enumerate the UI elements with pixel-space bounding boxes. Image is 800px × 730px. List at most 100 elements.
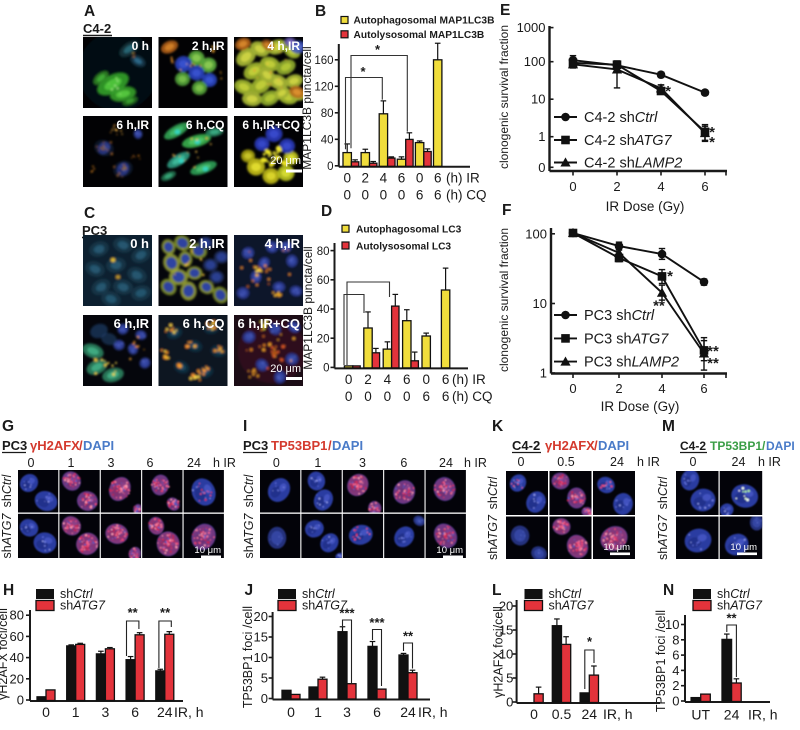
svg-text:6: 6 — [422, 389, 430, 404]
svg-text:J: J — [245, 582, 254, 599]
svg-text:24: 24 — [610, 455, 624, 469]
svg-text:shATG7: shATG7 — [717, 599, 763, 613]
svg-text:**: ** — [403, 629, 414, 644]
svg-text:0 h: 0 h — [130, 236, 149, 251]
svg-text:20 μm: 20 μm — [270, 363, 301, 375]
svg-text:PC3: PC3 — [2, 438, 27, 453]
svg-text:γH2AFX foci/cell: γH2AFX foci/cell — [492, 606, 506, 698]
svg-text:shCtrl: shCtrl — [717, 587, 751, 601]
svg-text:C4-2 shLAMP2: C4-2 shLAMP2 — [584, 156, 682, 172]
svg-text:C4-2 shATG7: C4-2 shATG7 — [584, 133, 673, 149]
svg-text:6 h,IR+CQ: 6 h,IR+CQ — [242, 118, 300, 132]
svg-text:24: 24 — [439, 456, 453, 470]
svg-text:10: 10 — [254, 650, 268, 665]
svg-text:20: 20 — [317, 333, 330, 345]
svg-text:PC3 shCtrl: PC3 shCtrl — [584, 308, 655, 324]
svg-text:0: 0 — [327, 161, 333, 173]
svg-text:40: 40 — [10, 650, 24, 665]
svg-text:B: B — [315, 3, 326, 20]
svg-text:60: 60 — [317, 275, 330, 287]
svg-text:0: 0 — [273, 456, 280, 470]
svg-text:15: 15 — [499, 623, 513, 638]
svg-text:6: 6 — [416, 188, 424, 203]
svg-text:*: * — [667, 268, 673, 285]
svg-text:0: 0 — [343, 171, 351, 186]
svg-text:L: L — [492, 582, 501, 599]
svg-text:shCtrl: shCtrl — [302, 587, 336, 601]
svg-text:Autophagosomal LC3: Autophagosomal LC3 — [356, 224, 462, 235]
svg-text:PC3: PC3 — [82, 223, 107, 238]
svg-text:shATG7: shATG7 — [0, 512, 14, 558]
svg-text:4: 4 — [672, 663, 679, 678]
svg-text:0: 0 — [42, 704, 50, 720]
svg-text:shATG7: shATG7 — [656, 514, 670, 560]
svg-text:4: 4 — [657, 179, 664, 194]
svg-text:0: 0 — [345, 372, 353, 387]
svg-text:TP53BP1: TP53BP1 — [271, 438, 327, 453]
svg-text:shCtrl: shCtrl — [0, 473, 14, 507]
svg-text:*: * — [587, 634, 593, 649]
svg-text:6: 6 — [442, 372, 450, 387]
svg-text:IR, h: IR, h — [174, 704, 204, 720]
svg-text:PC3 shATG7: PC3 shATG7 — [584, 331, 669, 347]
svg-text:2: 2 — [615, 381, 622, 396]
svg-text:0: 0 — [538, 160, 545, 175]
svg-text:24: 24 — [187, 456, 201, 470]
svg-text:*: * — [709, 134, 715, 151]
svg-text:6 h,IR: 6 h,IR — [116, 118, 149, 132]
svg-text:120: 120 — [314, 82, 333, 94]
svg-text:24: 24 — [582, 706, 598, 722]
svg-text:0: 0 — [364, 389, 372, 404]
svg-text:**: ** — [160, 605, 171, 620]
svg-text:24: 24 — [400, 704, 416, 720]
svg-text:*: * — [665, 83, 671, 100]
svg-text:shATG7: shATG7 — [60, 599, 106, 613]
svg-text:0: 0 — [506, 695, 513, 710]
svg-text:4: 4 — [380, 171, 388, 186]
svg-text:TP53BP1 foci /cell: TP53BP1 foci /cell — [654, 610, 668, 712]
svg-text:60: 60 — [10, 629, 24, 644]
svg-text:2: 2 — [362, 171, 370, 186]
svg-text:2: 2 — [613, 179, 620, 194]
svg-text:10 μm: 10 μm — [194, 545, 221, 556]
svg-text:10: 10 — [665, 617, 679, 632]
svg-text:shCtrl: shCtrl — [60, 587, 94, 601]
svg-text:shATG7: shATG7 — [242, 512, 256, 558]
svg-text:/: / — [79, 438, 83, 453]
svg-text:6: 6 — [400, 456, 407, 470]
svg-text:**: ** — [128, 605, 139, 620]
svg-text:A: A — [84, 3, 95, 20]
svg-text:6 h,IR+CQ: 6 h,IR+CQ — [238, 316, 301, 331]
svg-text:40: 40 — [321, 135, 334, 147]
svg-text:Autolysosomal LC3: Autolysosomal LC3 — [356, 241, 451, 252]
svg-text:10: 10 — [499, 647, 513, 662]
svg-text:0: 0 — [530, 706, 538, 722]
svg-text:/: / — [594, 438, 598, 453]
svg-text:8: 8 — [672, 632, 679, 647]
svg-text:3: 3 — [108, 456, 115, 470]
svg-text:20 μm: 20 μm — [270, 155, 301, 167]
svg-text:shATG7: shATG7 — [302, 599, 348, 613]
svg-text:20: 20 — [499, 599, 513, 614]
svg-text:**: ** — [707, 343, 719, 360]
svg-text:0: 0 — [569, 381, 576, 396]
svg-text:h IR: h IR — [637, 455, 660, 469]
svg-text:C4-2: C4-2 — [83, 21, 111, 36]
svg-text:6: 6 — [131, 704, 139, 720]
svg-text:N: N — [663, 582, 674, 599]
svg-text:**: ** — [726, 611, 737, 626]
svg-text:2: 2 — [364, 372, 372, 387]
svg-text:DAPI: DAPI — [598, 438, 629, 453]
svg-text:5: 5 — [506, 671, 513, 686]
svg-text:0: 0 — [690, 455, 697, 469]
svg-text:1: 1 — [314, 704, 322, 720]
svg-text:G: G — [2, 418, 14, 435]
svg-text:0.5: 0.5 — [552, 706, 572, 722]
svg-text:3: 3 — [343, 704, 351, 720]
svg-text:0: 0 — [343, 188, 351, 203]
svg-text:*: * — [709, 124, 715, 141]
svg-text:***: *** — [339, 606, 355, 621]
svg-text:10: 10 — [531, 92, 545, 107]
svg-text:0: 0 — [403, 389, 411, 404]
svg-text:DAPI: DAPI — [332, 438, 363, 453]
